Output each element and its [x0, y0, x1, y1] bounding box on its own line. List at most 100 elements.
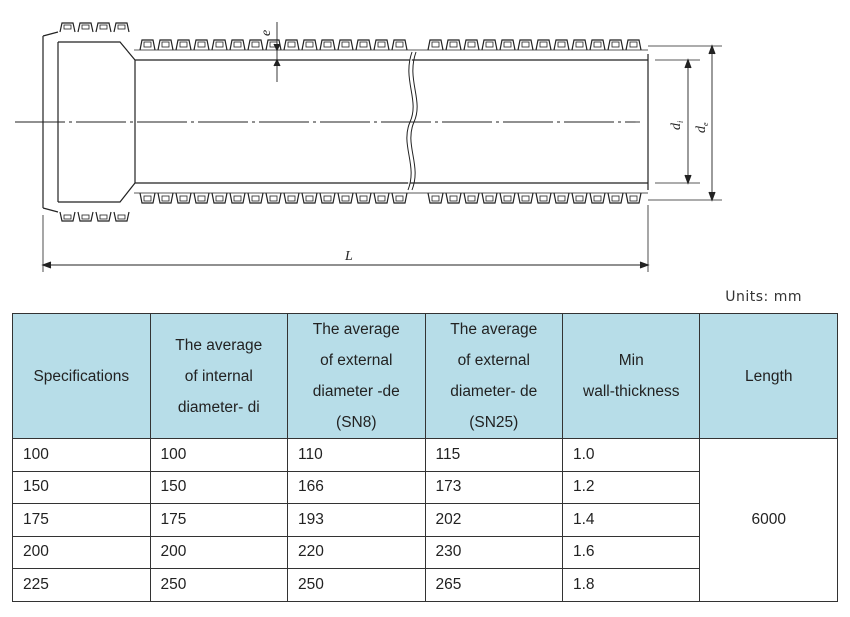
corrugation	[229, 192, 246, 204]
svg-text:di: di	[669, 121, 685, 130]
table-cell: 1.0	[561, 438, 701, 472]
table-cell: 175	[149, 503, 289, 537]
table-cell: 202	[424, 503, 564, 537]
corrugation	[481, 39, 498, 51]
corrugation	[193, 39, 210, 51]
corrugation	[95, 211, 112, 222]
table-cell: 1.6	[561, 535, 701, 569]
table-cell: 115	[424, 438, 564, 472]
table-cell: 200	[149, 535, 289, 569]
corrugation	[355, 192, 372, 204]
corrugation	[77, 22, 94, 33]
corrugation	[427, 39, 444, 51]
table-cell: 175	[12, 503, 151, 537]
corrugation	[535, 192, 552, 204]
table-row: 225 250 250 265 1.8	[12, 568, 838, 602]
table-cell: 230	[424, 535, 564, 569]
label-di-sub: i	[676, 121, 685, 123]
table-cell: 150	[12, 470, 151, 504]
corrugation	[247, 192, 264, 204]
pipe-drawing: e di de L	[15, 22, 722, 272]
corrugation	[463, 39, 480, 51]
spec-table: Specifications The average of internal dia…	[12, 313, 838, 602]
corrugation	[301, 192, 318, 204]
table-cell: 200	[12, 535, 151, 569]
corrugation	[445, 192, 462, 204]
corrugation	[157, 192, 174, 204]
corrugation	[59, 211, 76, 222]
corrugation	[607, 192, 624, 204]
corrugation	[535, 39, 552, 51]
corrugation	[319, 192, 336, 204]
table-row: 150 150 166 173 1.2	[12, 470, 838, 504]
corrugation	[517, 192, 534, 204]
header-min-wall-thickness: Min wall-thickness	[561, 313, 701, 439]
header-internal-diameter: The average of internal diameter- di	[149, 313, 289, 439]
corrugation	[337, 192, 354, 204]
corrugation	[113, 211, 130, 222]
corrugation	[157, 39, 174, 51]
corrugation	[77, 211, 94, 222]
corrugation	[355, 39, 372, 51]
table-cell: 1.8	[561, 568, 701, 602]
corrugation	[95, 22, 112, 33]
corrugation	[301, 39, 318, 51]
corrugation	[607, 39, 624, 51]
corrugation	[175, 39, 192, 51]
corrugation	[553, 192, 570, 204]
header-length: Length	[699, 313, 838, 439]
corrugation	[571, 39, 588, 51]
header-specifications: Specifications	[12, 313, 151, 439]
label-e: e	[259, 30, 274, 36]
corrugation	[193, 192, 210, 204]
corrugation	[211, 39, 228, 51]
table-cell: 1.2	[561, 470, 701, 504]
header-external-diameter-sn8: The average of external diameter -de (SN8)	[287, 313, 426, 439]
corrugation	[589, 192, 606, 204]
svg-text:de: de	[694, 122, 710, 133]
corrugation	[175, 192, 192, 204]
corrugation	[589, 39, 606, 51]
corrugation	[373, 192, 390, 204]
corrugation	[445, 39, 462, 51]
corrugations	[59, 22, 642, 222]
label-de: d	[694, 125, 709, 133]
table-header-row: Specifications The average of internal dia…	[12, 313, 838, 439]
corrugation	[139, 192, 156, 204]
corrugation	[499, 192, 516, 204]
length-cell: 6000	[699, 438, 838, 602]
label-di: d	[669, 122, 684, 130]
corrugation	[553, 39, 570, 51]
label-L: L	[344, 249, 353, 264]
corrugation	[283, 192, 300, 204]
corrugation	[59, 22, 76, 33]
label-de-sub: e	[701, 122, 710, 126]
table-cell: 1.4	[561, 503, 701, 537]
corrugation	[337, 39, 354, 51]
table-cell: 250	[287, 568, 426, 602]
header-external-diameter-sn25: The average of external diameter- de (SN25)	[424, 313, 564, 439]
corrugation	[265, 192, 282, 204]
table-row: 175 175 193 202 1.4	[12, 503, 838, 537]
corrugation	[625, 192, 642, 204]
units-label: Units: mm	[725, 289, 802, 305]
table-cell: 100	[12, 438, 151, 472]
table-cell: 100	[149, 438, 289, 472]
table-cell: 265	[424, 568, 564, 602]
corrugation	[571, 192, 588, 204]
table-cell: 150	[149, 470, 289, 504]
corrugation	[229, 39, 246, 51]
corrugation	[319, 39, 336, 51]
corrugation	[113, 22, 130, 33]
table-row: 100 100 110 115 1.0 6000	[12, 438, 838, 602]
table-cell: 225	[12, 568, 151, 602]
corrugation	[391, 192, 408, 204]
corrugation	[427, 192, 444, 204]
break-line	[406, 51, 414, 191]
corrugation	[391, 39, 408, 51]
corrugation	[373, 39, 390, 51]
corrugation	[517, 39, 534, 51]
corrugation	[463, 192, 480, 204]
corrugation	[211, 192, 228, 204]
